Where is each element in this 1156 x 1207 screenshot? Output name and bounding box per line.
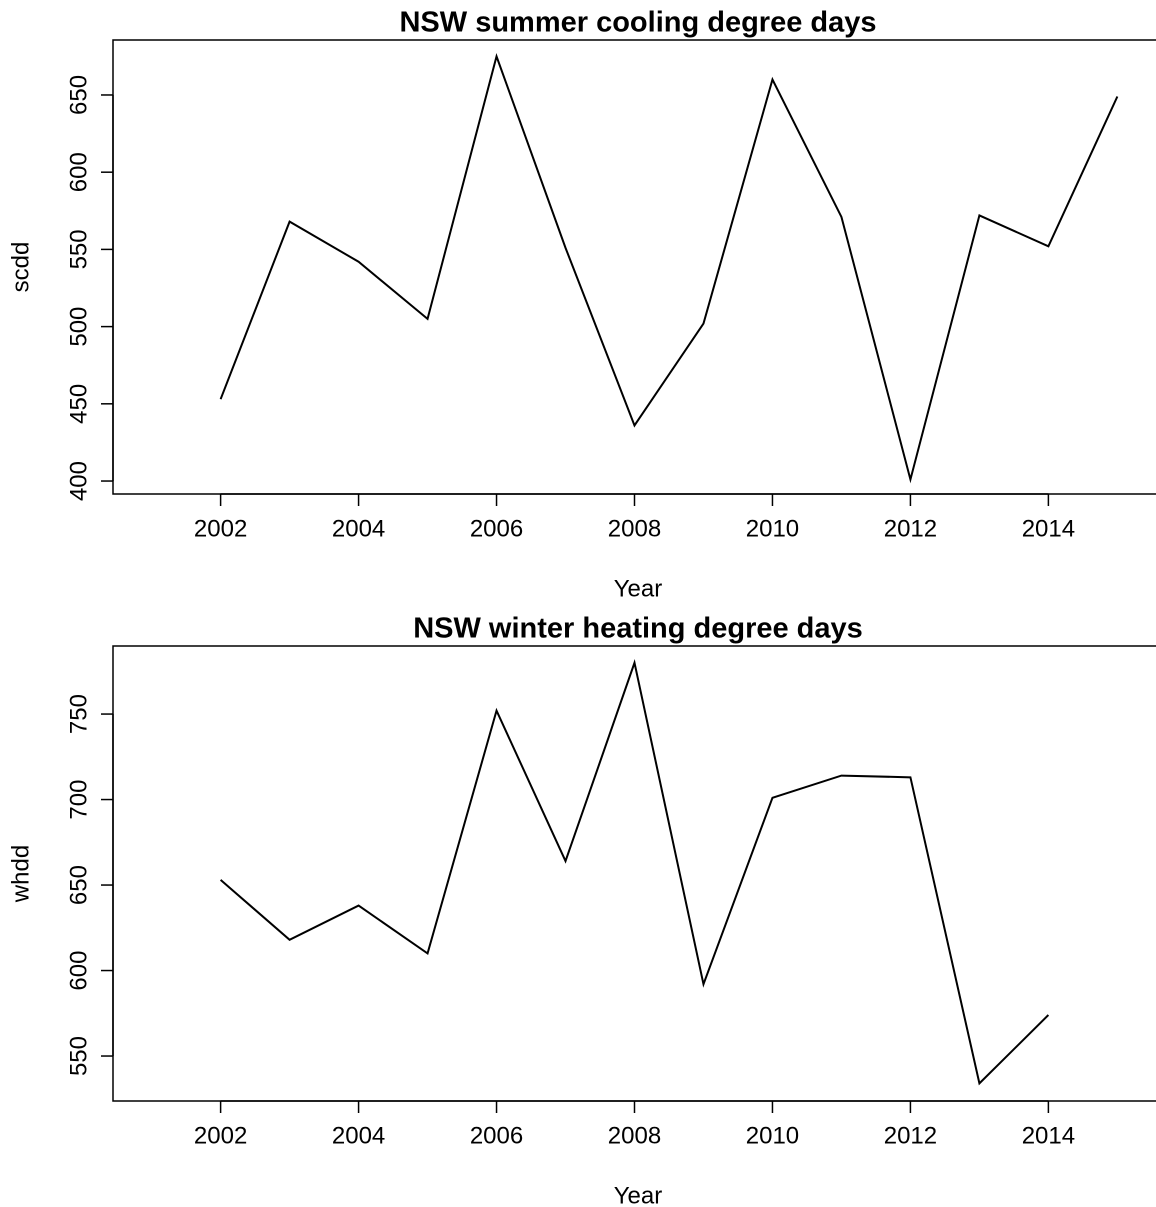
y-tick-label: 500 xyxy=(65,307,92,347)
y-tick-label: 750 xyxy=(65,694,92,734)
y-tick-label: 700 xyxy=(65,780,92,820)
x-tick-label: 2008 xyxy=(608,1122,661,1149)
y-tick-label: 650 xyxy=(65,865,92,905)
x-axis-label: Year xyxy=(614,575,663,602)
y-axis-label: scdd xyxy=(7,242,34,293)
x-tick-label: 2014 xyxy=(1022,1122,1075,1149)
y-tick-label: 400 xyxy=(65,461,92,501)
x-tick-label: 2010 xyxy=(746,515,799,542)
y-tick-label: 550 xyxy=(65,1036,92,1076)
chart-title: NSW winter heating degree days xyxy=(413,613,863,645)
y-tick-label: 650 xyxy=(65,75,92,115)
x-tick-label: 2004 xyxy=(332,515,385,542)
x-tick-label: 2006 xyxy=(470,515,523,542)
x-axis-label: Year xyxy=(614,1182,663,1207)
x-tick-label: 2002 xyxy=(194,515,247,542)
plot-box xyxy=(112,645,1156,1102)
x-tick-label: 2002 xyxy=(194,1122,247,1149)
chart-title: NSW summer cooling degree days xyxy=(399,7,876,39)
data-line xyxy=(219,659,1050,1086)
y-axis-label: whdd xyxy=(7,845,34,903)
x-tick-label: 2012 xyxy=(884,515,937,542)
x-tick-label: 2004 xyxy=(332,1122,385,1149)
x-tick-label: 2008 xyxy=(608,515,661,542)
x-tick-label: 2012 xyxy=(884,1122,937,1149)
y-tick-label: 600 xyxy=(65,152,92,192)
y-tick-label: 600 xyxy=(65,951,92,991)
data-line xyxy=(219,53,1119,484)
y-tick-label: 450 xyxy=(65,384,92,424)
x-tick-label: 2014 xyxy=(1022,515,1075,542)
x-tick-label: 2010 xyxy=(746,1122,799,1149)
y-tick-label: 550 xyxy=(65,229,92,269)
x-tick-label: 2006 xyxy=(470,1122,523,1149)
